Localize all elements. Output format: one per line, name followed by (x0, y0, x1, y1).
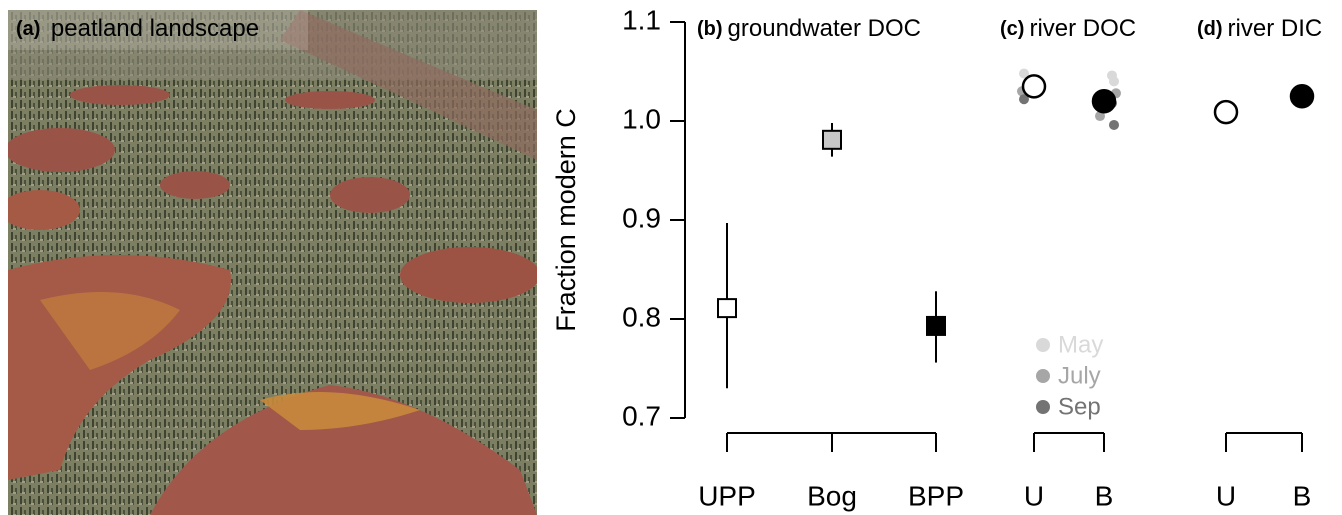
panel-title: (c) river DOC (1000, 15, 1136, 42)
panel-name: groundwater DOC (728, 15, 921, 42)
panel-tag: (c) (1000, 18, 1024, 40)
sample-dot (1019, 68, 1029, 79)
x-tick-label: B (1095, 480, 1114, 511)
photo-title: peatland landscape (51, 15, 259, 42)
legend-label: Sep (1058, 393, 1101, 420)
y-tick-label: 0.8 (622, 301, 661, 332)
x-tick-label: Bog (807, 480, 857, 511)
y-tick-label: 0.9 (622, 202, 661, 233)
y-tick-label: 1.1 (622, 4, 661, 35)
x-tick-label: UPP (698, 480, 756, 511)
landscape-photo (8, 10, 537, 515)
y-tick-label: 0.7 (622, 400, 661, 431)
legend-dot (1036, 400, 1050, 414)
x-tick-label: B (1293, 480, 1312, 511)
marker (717, 298, 737, 319)
sample-dot (1109, 119, 1119, 130)
x-tick-label: BPP (908, 480, 964, 511)
marker (1213, 99, 1239, 125)
panel-tag: (b) (697, 18, 723, 40)
legend-dot (1036, 338, 1050, 352)
panel-name: river DOC (1029, 15, 1136, 42)
sample-dot (1019, 94, 1029, 105)
panel-title: (b) groundwater DOC (697, 15, 921, 42)
legend-dot (1036, 369, 1050, 383)
x-tick-label: U (1024, 480, 1044, 511)
legend-label: July (1058, 362, 1101, 389)
sample-dot (1109, 76, 1119, 87)
y-axis-label: Fraction modern C (551, 108, 581, 332)
panel-title: (d) river DIC (1197, 15, 1322, 42)
x-tick-label: U (1216, 480, 1236, 511)
panel-name: river DIC (1228, 15, 1323, 42)
legend-label: May (1058, 331, 1103, 358)
marker (822, 129, 842, 150)
photo-tag: (a) (16, 18, 40, 40)
panel-tag: (d) (1197, 18, 1223, 40)
marker (1021, 74, 1047, 99)
photo-label: (a) peatland landscape (16, 15, 259, 42)
sample-dot (1095, 111, 1105, 122)
y-tick-label: 1.0 (622, 103, 661, 134)
marker (1091, 88, 1117, 114)
marker (1289, 84, 1315, 109)
marker (926, 315, 946, 336)
